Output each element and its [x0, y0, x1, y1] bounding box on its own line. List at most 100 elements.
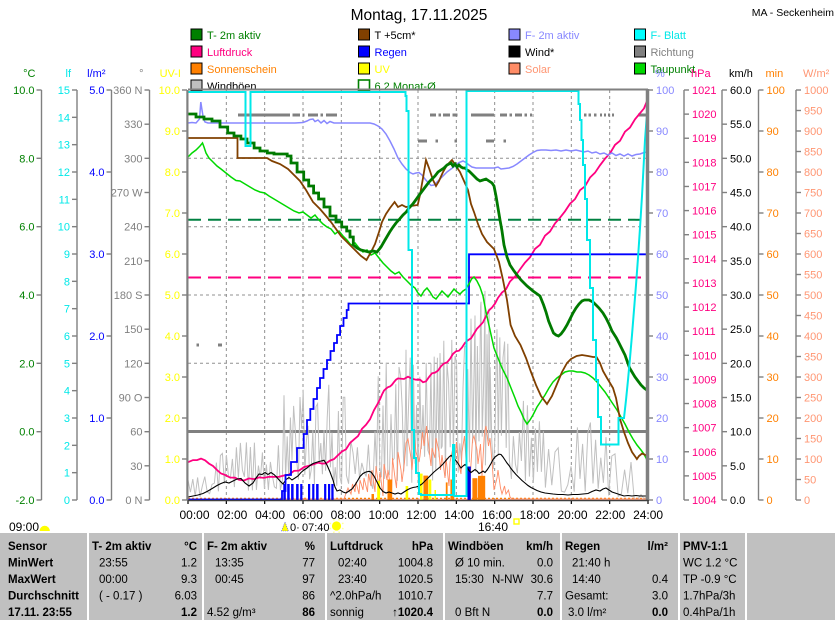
svg-text:10:00: 10:00	[368, 508, 398, 522]
svg-text:Gesamt:: Gesamt:	[565, 591, 608, 603]
svg-text:80: 80	[767, 167, 779, 179]
svg-text:20: 20	[767, 413, 779, 425]
svg-text:25.0: 25.0	[730, 324, 751, 336]
svg-text:18:00: 18:00	[520, 508, 550, 522]
svg-text:5: 5	[64, 358, 70, 370]
svg-text:21:40 h: 21:40 h	[572, 558, 610, 570]
svg-text:24:00: 24:00	[633, 508, 663, 522]
svg-text:T- 2m aktiv: T- 2m aktiv	[92, 541, 152, 553]
svg-text:30: 30	[767, 372, 779, 384]
svg-text:°C: °C	[184, 541, 197, 553]
svg-text:55.0: 55.0	[730, 119, 751, 131]
svg-text:Sensor: Sensor	[8, 541, 48, 553]
svg-text:07:40: 07:40	[302, 522, 330, 534]
svg-text:2.0: 2.0	[19, 358, 34, 370]
svg-text:9.0: 9.0	[165, 126, 180, 138]
svg-text:50.0: 50.0	[730, 153, 751, 165]
svg-text:UV-I: UV-I	[160, 68, 181, 80]
svg-text:( - 0.17 ): ( - 0.17 )	[99, 591, 143, 603]
svg-text:Regen: Regen	[375, 47, 407, 59]
svg-text:360 N: 360 N	[113, 85, 142, 97]
svg-text:WC 1.2 °C: WC 1.2 °C	[683, 558, 737, 570]
svg-text:%: %	[655, 68, 665, 80]
svg-text:6.0: 6.0	[165, 249, 180, 261]
svg-text:00:00: 00:00	[179, 508, 209, 522]
svg-text:hPa: hPa	[412, 541, 434, 553]
svg-text:77: 77	[302, 558, 315, 570]
svg-text:10.0: 10.0	[13, 85, 34, 97]
svg-text:4.0: 4.0	[19, 290, 34, 302]
svg-text:Taupunkt: Taupunkt	[651, 64, 696, 76]
svg-text:4.0: 4.0	[165, 331, 180, 343]
svg-text:lf: lf	[66, 68, 72, 80]
svg-text:45.0: 45.0	[730, 188, 751, 200]
svg-text:210: 210	[124, 256, 142, 268]
svg-text:60: 60	[767, 249, 779, 261]
svg-text:0.0: 0.0	[537, 607, 553, 619]
svg-text:23:40: 23:40	[338, 574, 367, 586]
svg-text:MaxWert: MaxWert	[8, 574, 56, 586]
svg-text:1004: 1004	[692, 495, 716, 507]
svg-text:l/m²: l/m²	[87, 68, 106, 80]
svg-text:60: 60	[130, 427, 142, 439]
svg-text:1.7hPa/3h: 1.7hPa/3h	[683, 591, 735, 603]
svg-text:10: 10	[767, 454, 779, 466]
svg-text:30: 30	[656, 372, 668, 384]
svg-text:1012: 1012	[692, 302, 716, 314]
svg-text:3.0: 3.0	[165, 372, 180, 384]
svg-text:40.0: 40.0	[730, 222, 751, 234]
svg-text:30.0: 30.0	[730, 290, 751, 302]
svg-text:1000: 1000	[804, 85, 828, 97]
svg-text:1.0: 1.0	[89, 413, 104, 425]
svg-text:02:00: 02:00	[217, 508, 247, 522]
svg-text:60.0: 60.0	[730, 85, 751, 97]
svg-text:5.0: 5.0	[89, 85, 104, 97]
svg-text:0.0: 0.0	[652, 607, 668, 619]
svg-text:13:35: 13:35	[215, 558, 244, 570]
svg-text:0.4: 0.4	[652, 574, 669, 586]
svg-text:15.0: 15.0	[730, 393, 751, 405]
svg-text:TP -0.9 °C: TP -0.9 °C	[683, 574, 737, 586]
svg-text:hPa: hPa	[691, 68, 711, 80]
svg-text:F- 2m aktiv: F- 2m aktiv	[525, 30, 580, 42]
svg-text:0·: 0·	[290, 522, 300, 534]
svg-text:°C: °C	[23, 68, 35, 80]
svg-text:9.3: 9.3	[181, 574, 197, 586]
svg-text:100: 100	[804, 454, 822, 466]
svg-text:6: 6	[64, 331, 70, 343]
svg-text:08:00: 08:00	[331, 508, 361, 522]
svg-text:40: 40	[767, 331, 779, 343]
svg-text:650: 650	[804, 229, 822, 241]
svg-text:Richtung: Richtung	[651, 47, 694, 59]
svg-text:1010: 1010	[692, 350, 716, 362]
svg-text:12:00: 12:00	[406, 508, 436, 522]
svg-text:7.0: 7.0	[165, 208, 180, 220]
svg-text:4.52 g/m³: 4.52 g/m³	[207, 607, 256, 619]
svg-text:950: 950	[804, 106, 822, 118]
svg-text:0: 0	[656, 495, 662, 507]
svg-text:1021: 1021	[692, 85, 716, 97]
svg-text:11: 11	[59, 194, 70, 206]
svg-text:3.0 l/m²: 3.0 l/m²	[568, 607, 607, 619]
svg-text:16:00: 16:00	[482, 508, 512, 522]
svg-text:Solar: Solar	[525, 64, 551, 76]
svg-text:Ø 10 min.: Ø 10 min.	[455, 558, 505, 570]
svg-text:1010.7: 1010.7	[398, 591, 433, 603]
svg-text:20: 20	[656, 413, 668, 425]
svg-text:50: 50	[767, 290, 779, 302]
svg-text:150: 150	[124, 324, 142, 336]
svg-text:0.4hPa/1h: 0.4hPa/1h	[683, 607, 735, 619]
svg-text:90 O: 90 O	[119, 393, 143, 405]
svg-text:8.0: 8.0	[19, 153, 34, 165]
svg-text:6.0: 6.0	[19, 222, 34, 234]
svg-text:16:40: 16:40	[478, 520, 508, 534]
svg-text:1.0: 1.0	[165, 454, 180, 466]
svg-text:350: 350	[804, 352, 822, 364]
svg-text:120: 120	[124, 358, 142, 370]
svg-text:0.0: 0.0	[537, 558, 553, 570]
svg-text:1011: 1011	[692, 326, 716, 338]
svg-text:7: 7	[64, 304, 70, 316]
svg-text:Montag, 17.11.2025: Montag, 17.11.2025	[351, 7, 488, 24]
svg-text:50: 50	[656, 290, 668, 302]
svg-text:86: 86	[302, 591, 315, 603]
